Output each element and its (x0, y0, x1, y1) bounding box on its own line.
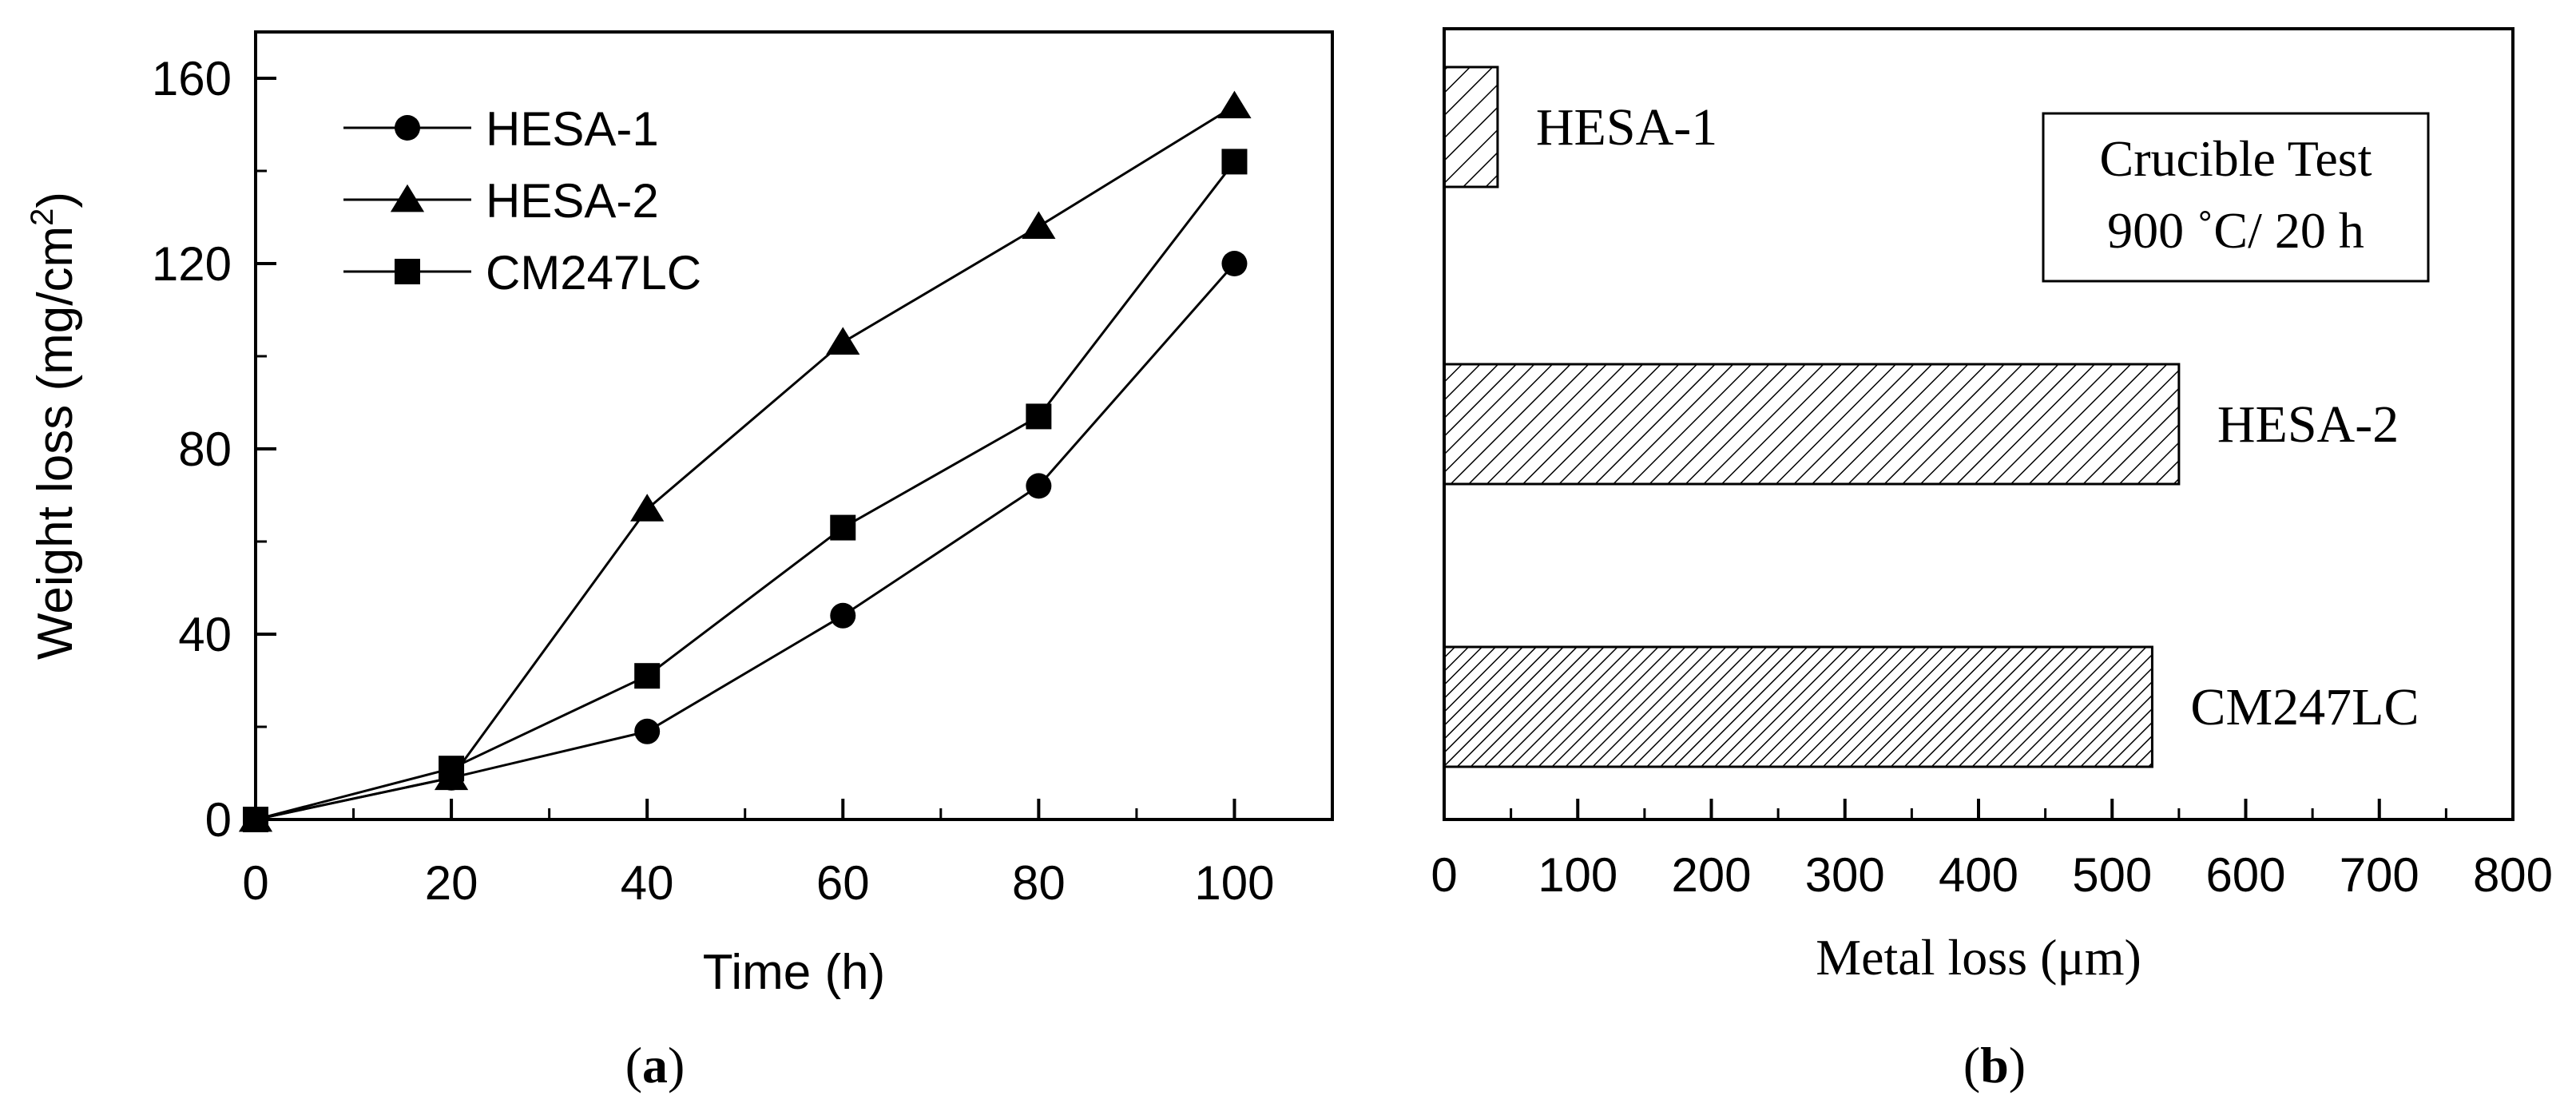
legend-marker-cm247lc (395, 259, 420, 284)
panel-a-x-tick-label: 100 (1194, 856, 1274, 910)
data-point-hesa-2 (826, 327, 860, 355)
data-point-hesa-1 (1221, 251, 1248, 276)
bar-label-hesa-1: HESA-1 (1536, 98, 1717, 157)
bar-label-cm247lc: CM247LC (2190, 678, 2419, 736)
panel-b-x-tick-label: 0 (1431, 848, 1457, 902)
panel-a-line-chart: 0 20 40 60 80 100 0 40 80 120 160 Time (h) Weight… (25, 30, 1334, 1093)
panel-a-x-axis-label: Time (h) (703, 945, 885, 1000)
panel-a-y-tick-label: 0 (205, 793, 232, 847)
data-point-cm247lc (1026, 403, 1052, 430)
panel-a-caption: (a) (625, 1037, 685, 1093)
legend-marker-hesa-1 (395, 115, 420, 141)
annotation-line-1: Crucible Test (2100, 130, 2372, 187)
panel-a-x-tick-label: 80 (1012, 856, 1066, 910)
panel-a-y-tick-label: 40 (178, 608, 232, 661)
data-point-hesa-1 (1026, 473, 1052, 499)
panel-a-legend: HESA-1 HESA-2 CM247LC (343, 102, 701, 300)
panel-a-x-tick-label: 0 (242, 856, 268, 910)
annotation-box-frame (2042, 112, 2430, 283)
data-point-cm247lc (439, 756, 465, 782)
data-point-cm247lc (830, 514, 856, 541)
panel-a-ticks (254, 77, 1236, 821)
panel-a-y-tick-label: 120 (152, 237, 232, 291)
panel-b-x-tick-label: 600 (2205, 848, 2285, 902)
panel-b-bar-labels: HESA-1 HESA-2 CM247LC (1536, 98, 2419, 736)
panel-b-x-tick-labels: 0 100 200 300 400 500 600 700 800 (1431, 848, 2553, 902)
panel-a-plot-frame (254, 30, 1334, 821)
panel-b-bars (1443, 65, 2181, 768)
panel-a-x-tick-label: 20 (425, 856, 478, 910)
panel-b-x-tick-label: 200 (1671, 848, 1751, 902)
data-point-cm247lc (634, 663, 661, 689)
panel-b-bar-chart: 0 100 200 300 400 500 600 700 800 HESA-1 HESA-2 CM… (1431, 27, 2553, 1093)
panel-a-y-axis-label-superscript: 2 (25, 208, 60, 226)
panel-b-caption: (b) (1963, 1037, 2026, 1093)
panel-a-series-lines (255, 105, 1236, 821)
legend-marker-hesa-2 (390, 184, 425, 212)
panel-b-x-tick-label: 800 (2473, 848, 2553, 902)
data-point-cm247lc (1221, 149, 1248, 175)
panel-b-plot-frame (1443, 27, 2514, 821)
data-point-hesa-1 (634, 718, 661, 744)
panel-a-y-axis-label: Weight loss (mg/cm2) (25, 192, 83, 660)
data-point-hesa-2 (630, 494, 665, 522)
panel-a-y-tick-label: 160 (152, 52, 232, 105)
data-point-hesa-1 (830, 602, 856, 629)
bar-hesa-1 (1443, 65, 1499, 188)
panel-b-x-tick-label: 300 (1805, 848, 1885, 902)
annotation-line-2: 900 ˚C/ 20 h (2107, 202, 2364, 259)
panel-a-series-markers (238, 90, 1252, 832)
panel-b-ticks (1443, 799, 2514, 819)
series-line-hesa-1 (255, 263, 1236, 821)
panel-a-x-tick-label: 60 (816, 856, 870, 910)
panel-a-y-tick-label: 80 (178, 423, 232, 476)
panel-b-x-tick-label: 400 (1939, 848, 2018, 902)
data-point-hesa-2 (1022, 211, 1056, 239)
panel-b-x-axis-label: Metal loss (μm) (1816, 929, 2141, 986)
legend-label-hesa-1: HESA-1 (486, 102, 659, 156)
bar-cm247lc (1443, 645, 2153, 768)
series-line-hesa-2 (255, 105, 1236, 821)
bar-hesa-2 (1443, 363, 2181, 486)
panel-b-x-tick-label: 100 (1538, 848, 1617, 902)
panel-a-x-tick-labels: 0 20 40 60 80 100 (242, 856, 1274, 910)
panel-a-x-tick-label: 40 (621, 856, 674, 910)
panel-b-annotation-box: Crucible Test 900 ˚C/ 20 h (2042, 112, 2430, 283)
legend-label-cm247lc: CM247LC (486, 246, 701, 300)
panel-b-x-tick-label: 700 (2340, 848, 2419, 902)
data-point-hesa-2 (1217, 90, 1252, 119)
series-line-cm247lc (255, 161, 1236, 821)
legend-label-hesa-2: HESA-2 (486, 174, 659, 228)
bar-label-hesa-2: HESA-2 (2217, 395, 2399, 454)
panel-b-x-tick-label: 500 (2072, 848, 2152, 902)
panel-a-y-tick-labels: 0 40 80 120 160 (152, 52, 232, 847)
